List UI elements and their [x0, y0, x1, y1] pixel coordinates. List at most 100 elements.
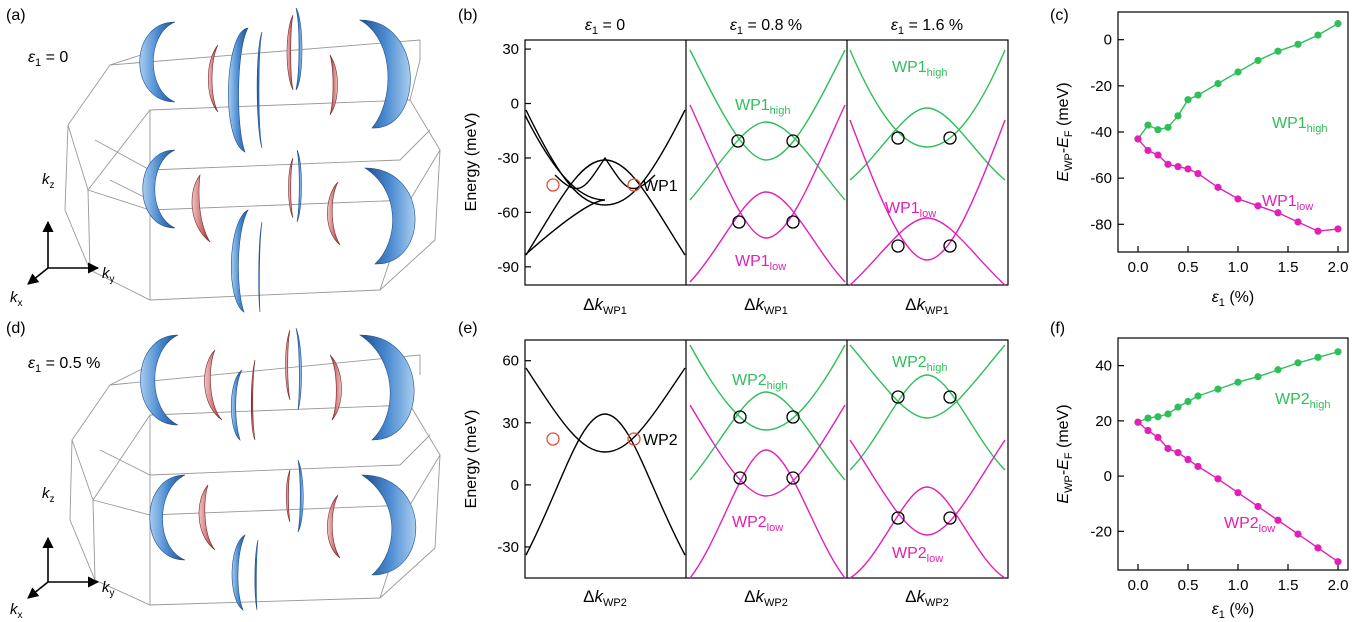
series-label-f-high: WP2high — [1275, 391, 1330, 411]
ytick-label: -30 — [497, 539, 519, 556]
ylabel-e: Energy (meV) — [463, 410, 480, 509]
ytick-label: -20 — [1090, 78, 1112, 95]
xtick-label: 2.0 — [1328, 259, 1349, 276]
xtick-label: 2.0 — [1328, 577, 1349, 594]
band-magenta — [849, 217, 1006, 286]
column-title-2: ε1 = 1.6 % — [891, 17, 963, 37]
pocket-red — [288, 157, 294, 219]
band-green — [689, 391, 846, 481]
column-title-0: ε1 = 0 — [585, 17, 625, 37]
label-wp2-low-e1: WP2low — [732, 514, 783, 534]
xtick-label: 1.5 — [1278, 577, 1299, 594]
label-wp1-high-b1: WP1high — [735, 97, 790, 117]
weyl-point — [733, 410, 747, 424]
data-point-magenta — [1234, 195, 1242, 203]
series-label-f-low: WP2low — [1224, 515, 1275, 535]
pocket-blue — [139, 21, 176, 103]
pocket-blue — [358, 19, 411, 129]
pocket-blue — [142, 149, 176, 229]
pocket-blue — [363, 167, 416, 265]
xlabel-b2: ΔkWP1 — [905, 295, 949, 317]
weyl-points-b — [546, 131, 957, 253]
label-wp1: WP1 — [643, 178, 678, 195]
data-point-magenta — [1144, 146, 1152, 155]
xtick-label: 0.0 — [1128, 577, 1149, 594]
ytick-label: -30 — [497, 150, 519, 167]
pocket-red — [250, 359, 256, 441]
ytick-label: -60 — [497, 204, 519, 221]
data-point-green — [1144, 414, 1152, 422]
band-magenta — [689, 449, 846, 579]
yticks-b: 30 0 -30 -60 -90 — [497, 41, 531, 276]
data-point-green — [1164, 123, 1172, 131]
data-point-magenta — [1174, 449, 1182, 457]
ytick-label: 0 — [511, 96, 519, 113]
axis-kz-d: kz — [42, 485, 55, 505]
data-point-green — [1144, 121, 1152, 129]
band-upper — [525, 367, 686, 453]
data-point-magenta — [1194, 462, 1202, 471]
data-point-green — [1294, 40, 1302, 48]
xtick-label: 0.5 — [1178, 259, 1199, 276]
data-point-magenta — [1154, 151, 1162, 159]
band-green — [689, 344, 846, 431]
brillouin-zone-a — [64, 39, 441, 301]
data-point-magenta — [1254, 202, 1262, 210]
band-green — [849, 344, 1006, 419]
fermi-pockets-d — [140, 327, 417, 611]
chart-f: EWP-EF (meV) ε1 (%) 0.0 0.5 1.0 1.5 2.040200… — [1055, 337, 1349, 621]
xlabel-e0: ΔkWP2 — [583, 587, 627, 609]
label-wp1-high-b2: WP1high — [892, 59, 947, 79]
ytick-label: 30 — [502, 41, 519, 58]
data-point-green — [1234, 68, 1242, 76]
data-point-magenta — [1164, 160, 1172, 168]
fermi-pockets-a — [139, 7, 416, 313]
bands-e — [525, 344, 1006, 579]
pocket-red — [191, 173, 211, 243]
pocket-red — [327, 181, 341, 246]
data-point-magenta — [1184, 165, 1192, 173]
pocket-red — [286, 14, 294, 91]
axis-ky-d: ky — [102, 579, 115, 599]
weyl-point — [943, 239, 957, 253]
data-point-magenta — [1184, 455, 1192, 464]
xlabel-e1: ΔkWP2 — [744, 587, 788, 609]
weyl-point — [546, 178, 560, 192]
data-point-green — [1274, 47, 1282, 55]
data-point-magenta — [1134, 135, 1142, 143]
data-point-green — [1214, 385, 1222, 393]
pocket-red — [285, 329, 291, 401]
data-point-magenta — [1274, 209, 1282, 217]
pocket-blue — [295, 7, 303, 91]
data-point-green — [1184, 96, 1192, 104]
ytick-label: 40 — [1095, 358, 1112, 375]
band-magenta — [689, 404, 846, 497]
yticks-e: 60 30 0 -30 — [497, 353, 531, 556]
pocket-blue — [295, 327, 302, 411]
data-point-green — [1234, 378, 1242, 386]
weyl-point — [627, 432, 641, 446]
pocket-red — [198, 484, 216, 551]
data-point-green — [1254, 373, 1262, 381]
pocket-blue — [149, 474, 186, 561]
chart-frame-f — [1117, 337, 1349, 571]
series-label-c-low: WP1low — [1262, 193, 1313, 213]
data-point-green — [1294, 359, 1302, 367]
xlabel-b1: ΔkWP1 — [744, 295, 788, 317]
data-point-magenta — [1164, 444, 1172, 453]
pocket-blue — [297, 459, 304, 533]
panel-label-c: (c) — [1050, 7, 1069, 24]
pocket-blue — [231, 534, 246, 611]
series-label-c-high: WP1high — [1272, 115, 1327, 135]
k-axes-d — [27, 536, 100, 599]
pocket-blue — [256, 31, 263, 149]
label-wp1-low-b1: WP1low — [735, 253, 786, 273]
data-point-magenta — [1314, 227, 1322, 235]
weyl-point — [943, 511, 957, 525]
xlabel-e2: ΔkWP2 — [905, 587, 949, 609]
xlabel-b0: ΔkWP1 — [583, 295, 627, 317]
ytick-label: 0 — [1104, 468, 1112, 485]
pocket-blue — [258, 221, 263, 313]
xtick-label: 0.5 — [1178, 577, 1199, 594]
